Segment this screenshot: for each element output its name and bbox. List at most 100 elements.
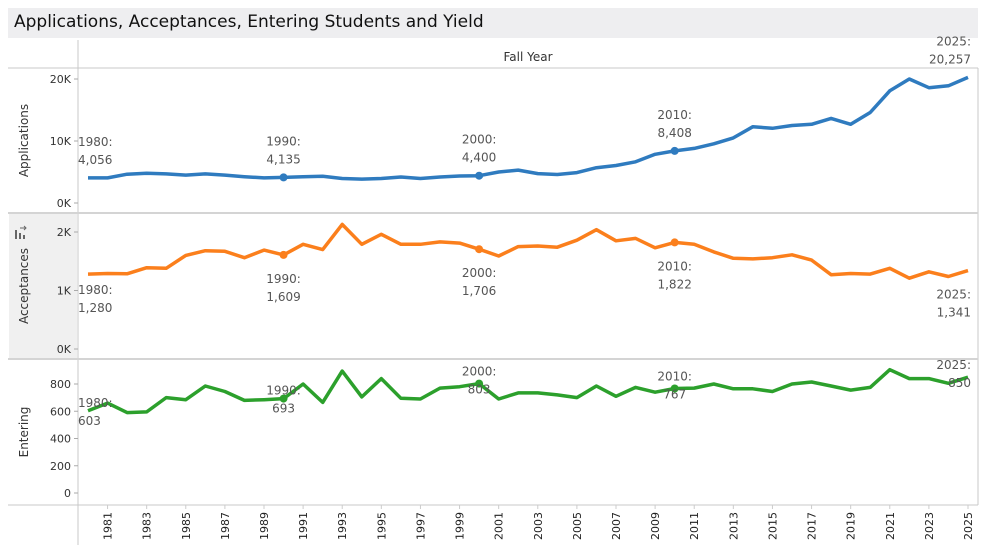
- acceptances-point[interactable]: [750, 256, 756, 262]
- entering-point[interactable]: [750, 386, 756, 392]
- applications-point[interactable]: [535, 171, 541, 177]
- acceptances-point[interactable]: [163, 265, 169, 271]
- swap-axis-icon[interactable]: [15, 225, 27, 239]
- applications-point[interactable]: [848, 121, 854, 127]
- acceptances-point[interactable]: [769, 255, 775, 261]
- applications-point[interactable]: [124, 171, 130, 177]
- acceptances-point[interactable]: [183, 252, 189, 258]
- applications-point[interactable]: [828, 115, 834, 121]
- acceptances-point[interactable]: [730, 255, 736, 261]
- applications-point[interactable]: [515, 167, 521, 173]
- applications-point[interactable]: [769, 125, 775, 131]
- applications-point[interactable]: [398, 174, 404, 180]
- applications-point[interactable]: [261, 175, 267, 181]
- entering-point[interactable]: [378, 376, 384, 382]
- entering-point[interactable]: [828, 383, 834, 389]
- acceptances-point[interactable]: [926, 269, 932, 275]
- acceptances-point[interactable]: [398, 241, 404, 247]
- acceptances-point[interactable]: [652, 245, 658, 251]
- applications-point[interactable]: [633, 159, 639, 165]
- entering-point[interactable]: [163, 395, 169, 401]
- applications-point[interactable]: [906, 76, 912, 82]
- entering-point[interactable]: [241, 397, 247, 403]
- applications-point[interactable]: [457, 173, 463, 179]
- applications-point[interactable]: [378, 176, 384, 182]
- applications-point[interactable]: [144, 170, 150, 176]
- acceptances-point[interactable]: [339, 221, 345, 227]
- acceptances-point[interactable]: [222, 248, 228, 254]
- acceptances-point[interactable]: [554, 244, 560, 250]
- entering-point[interactable]: [613, 393, 619, 399]
- entering-point[interactable]: [202, 383, 208, 389]
- applications-point[interactable]: [554, 171, 560, 177]
- entering-point[interactable]: [222, 388, 228, 394]
- applications-point[interactable]: [730, 135, 736, 141]
- entering-point[interactable]: [496, 396, 502, 402]
- entering-point[interactable]: [359, 394, 365, 400]
- acceptances-point[interactable]: [711, 249, 717, 255]
- applications-point[interactable]: [496, 169, 502, 175]
- acceptances-point[interactable]: [809, 257, 815, 263]
- entering-point[interactable]: [457, 384, 463, 390]
- acceptances-point[interactable]: [789, 252, 795, 258]
- applications-point[interactable]: [437, 174, 443, 180]
- applications-point[interactable]: [300, 174, 306, 180]
- applications-point[interactable]: [222, 172, 228, 178]
- applications-point[interactable]: [183, 172, 189, 178]
- entering-point[interactable]: [144, 409, 150, 415]
- applications-point[interactable]: [691, 145, 697, 151]
- acceptances-point[interactable]: [906, 275, 912, 281]
- entering-point[interactable]: [906, 376, 912, 382]
- acceptances-point[interactable]: [613, 238, 619, 244]
- entering-point[interactable]: [711, 381, 717, 387]
- entering-point[interactable]: [769, 388, 775, 394]
- entering-point[interactable]: [320, 399, 326, 405]
- applications-point[interactable]: [339, 176, 345, 182]
- applications-point[interactable]: [241, 174, 247, 180]
- acceptances-point[interactable]: [437, 239, 443, 245]
- applications-point[interactable]: [789, 123, 795, 129]
- acceptances-point[interactable]: [945, 273, 951, 279]
- entering-point[interactable]: [554, 392, 560, 398]
- entering-point[interactable]: [848, 387, 854, 393]
- acceptances-point[interactable]: [241, 255, 247, 261]
- applications-point[interactable]: [711, 141, 717, 147]
- acceptances-point[interactable]: [887, 265, 893, 271]
- applications-point[interactable]: [750, 124, 756, 130]
- entering-point[interactable]: [887, 367, 893, 373]
- entering-point[interactable]: [809, 379, 815, 385]
- acceptances-point[interactable]: [633, 235, 639, 241]
- acceptances-point[interactable]: [965, 268, 971, 274]
- entering-point[interactable]: [633, 384, 639, 390]
- acceptances-point[interactable]: [202, 248, 208, 254]
- acceptances-point[interactable]: [320, 247, 326, 253]
- acceptances-point[interactable]: [300, 241, 306, 247]
- entering-point[interactable]: [437, 385, 443, 391]
- applications-point[interactable]: [202, 171, 208, 177]
- applications-point[interactable]: [574, 170, 580, 176]
- acceptances-point[interactable]: [535, 243, 541, 249]
- entering-point[interactable]: [789, 381, 795, 387]
- acceptances-point[interactable]: [378, 231, 384, 237]
- acceptances-point[interactable]: [867, 271, 873, 277]
- entering-point[interactable]: [691, 385, 697, 391]
- acceptances-point[interactable]: [457, 240, 463, 246]
- entering-point[interactable]: [574, 395, 580, 401]
- acceptances-point[interactable]: [261, 247, 267, 253]
- applications-point[interactable]: [163, 171, 169, 177]
- applications-point[interactable]: [593, 165, 599, 171]
- applications-point[interactable]: [613, 162, 619, 168]
- entering-point[interactable]: [535, 390, 541, 396]
- entering-point[interactable]: [339, 368, 345, 374]
- applications-point[interactable]: [359, 176, 365, 182]
- acceptances-point[interactable]: [828, 272, 834, 278]
- applications-point[interactable]: [85, 175, 91, 181]
- acceptances-point[interactable]: [359, 241, 365, 247]
- entering-point[interactable]: [183, 397, 189, 403]
- entering-point[interactable]: [926, 376, 932, 382]
- acceptances-point[interactable]: [85, 271, 91, 277]
- entering-point[interactable]: [652, 389, 658, 395]
- applications-point[interactable]: [105, 175, 111, 181]
- applications-point[interactable]: [926, 85, 932, 91]
- applications-point[interactable]: [417, 176, 423, 182]
